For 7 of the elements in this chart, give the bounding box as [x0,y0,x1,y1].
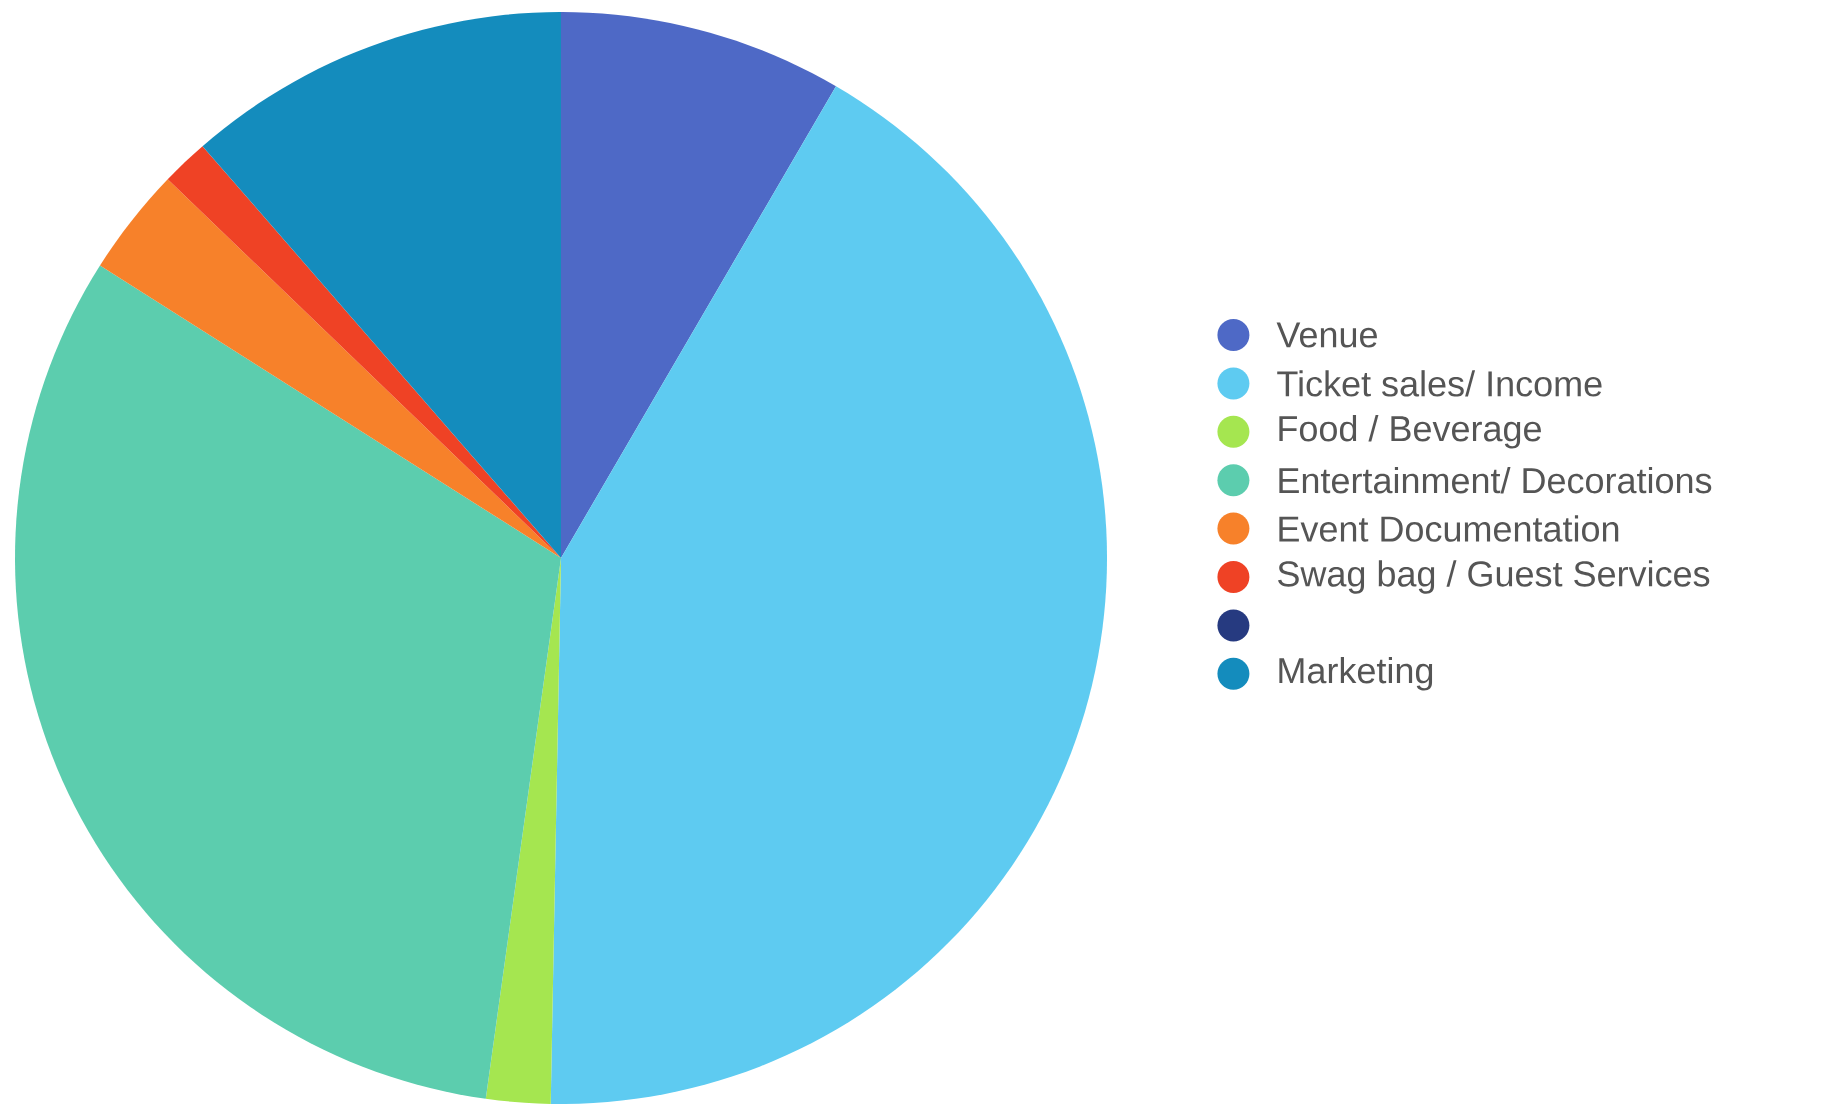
legend-label: Event Documentation [1279,515,1619,542]
legend-label: Swag bag / Guest Services [1278,560,1710,594]
legend-label: Venue [1276,322,1377,348]
legend-label: Entertainment/ Decorations [1279,466,1712,494]
legend-label: Food / Beverage [1279,415,1541,449]
legend-label: Marketing [1279,657,1433,691]
legend-label: Ticket sales/ Income [1277,370,1602,397]
